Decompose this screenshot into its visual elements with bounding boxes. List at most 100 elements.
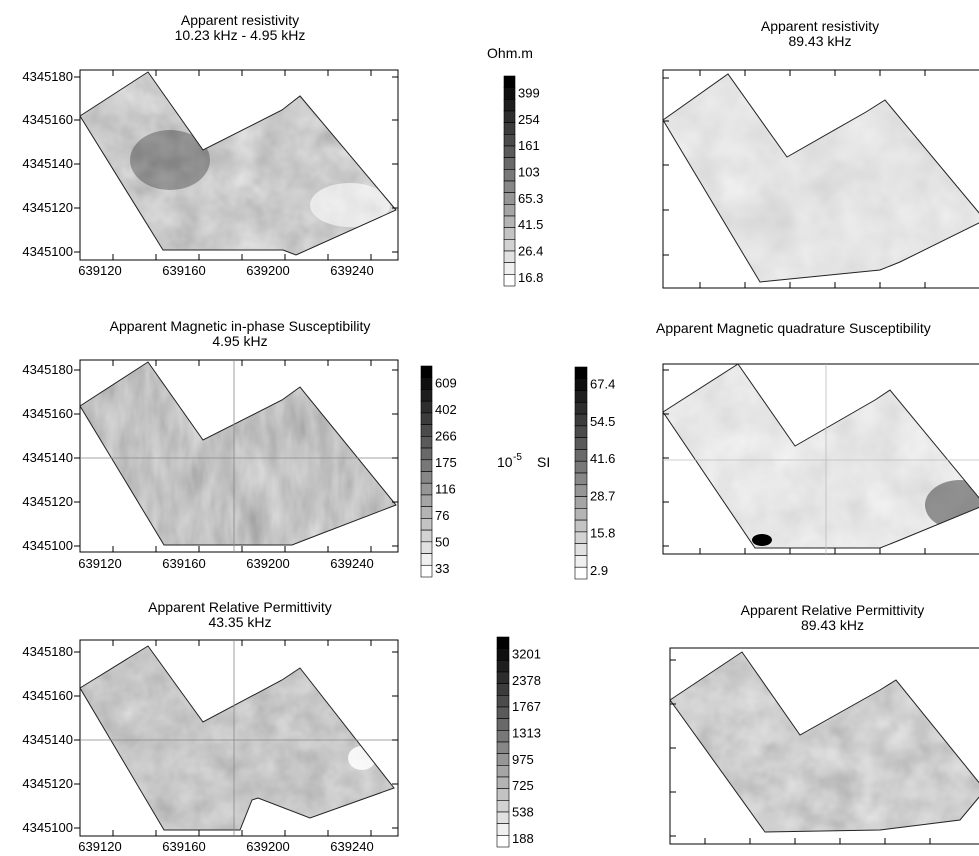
colorbar-swatch bbox=[496, 648, 510, 661]
panel-5-x-tick-label: 639200 bbox=[246, 839, 289, 854]
colorbar-swatch bbox=[420, 459, 433, 472]
colorbar-swatch bbox=[496, 695, 510, 708]
panel-title-6-line2: 89.43 kHz bbox=[800, 617, 865, 633]
colorbar-swatch bbox=[574, 496, 588, 509]
colorbar-level-label: 54.5 bbox=[590, 414, 615, 429]
colorbar-level-label: 402 bbox=[435, 402, 457, 417]
colorbar-swatch bbox=[503, 180, 516, 193]
colorbar-swatch bbox=[503, 145, 516, 158]
panel-title-5-line1: Apparent Relative Permittivity bbox=[148, 599, 332, 615]
colorbar-swatch bbox=[503, 192, 516, 205]
unit-base: 10 bbox=[497, 454, 513, 470]
panel-1: 639120 639160 639200 639240 4345180 4345… bbox=[22, 69, 399, 278]
colorbar-swatch bbox=[496, 823, 510, 836]
colorbar-swatch bbox=[420, 389, 433, 402]
panel-5-frame bbox=[79, 639, 399, 837]
colorbar-inphase: 609 402 266 175 116 76 50 33 bbox=[420, 365, 457, 578]
panel-5-x-tick-label: 639240 bbox=[330, 839, 373, 854]
unit-suffix: SI bbox=[537, 454, 550, 470]
panel-3: 639120 639160 639200 639240 4345180 4345… bbox=[22, 359, 399, 571]
colorbar-swatch bbox=[496, 706, 510, 719]
colorbar-level-label: 116 bbox=[435, 481, 456, 496]
panel-3-x-tick-label: 639120 bbox=[78, 556, 121, 571]
colorbar-swatch bbox=[574, 425, 588, 438]
panel-5-ticks bbox=[74, 640, 398, 836]
panel-3-y-tick-label: 4345100 bbox=[22, 538, 73, 553]
panel-2-ticks bbox=[663, 70, 926, 288]
panel-3-y-tick-label: 4345140 bbox=[22, 450, 73, 465]
colorbar-level-label: 975 bbox=[512, 752, 534, 767]
colorbar-level-label: 188 bbox=[512, 831, 534, 846]
colorbar-swatch bbox=[496, 811, 510, 824]
colorbar-swatch bbox=[574, 437, 588, 450]
colorbar-level-label: 254 bbox=[518, 112, 540, 127]
panel-3-x-tick-label: 639160 bbox=[162, 556, 205, 571]
colorbar-swatch bbox=[503, 215, 516, 228]
colorbar-level-label: 15.8 bbox=[590, 526, 615, 541]
panel-5-survey-outline bbox=[79, 645, 395, 831]
colorbar-level-label: 26.4 bbox=[518, 244, 543, 259]
panel-title-3-line2: 4.95 kHz bbox=[212, 333, 268, 349]
panel-5: 639120 639160 639200 639240 4345180 4345… bbox=[22, 639, 399, 854]
panel-1-y-tick-label: 4345100 bbox=[22, 244, 73, 259]
panel-5-x-tick-label: 639120 bbox=[78, 839, 121, 854]
colorbar-permittivity: 3201 2378 1767 1313 975 725 538 188 bbox=[496, 636, 541, 848]
colorbar-swatch bbox=[574, 555, 588, 568]
panel-1-high-anomaly bbox=[130, 130, 210, 190]
panel-3-x-tick-label: 639240 bbox=[330, 556, 373, 571]
panel-1-x-tick-label: 639200 bbox=[246, 263, 289, 278]
colorbar-swatch bbox=[496, 835, 510, 848]
panel-4-survey-outline bbox=[662, 363, 979, 549]
panel-3-crosshair bbox=[80, 360, 398, 552]
panel-title-2: Apparent resistivity 89.43 kHz bbox=[670, 19, 970, 49]
colorbar-level-label: 50 bbox=[435, 534, 449, 549]
panel-title-5: Apparent Relative Permittivity 43.35 kHz bbox=[80, 600, 400, 630]
colorbar-swatch bbox=[420, 482, 433, 496]
colorbar-swatch bbox=[503, 274, 516, 287]
panel-2-map-texture bbox=[663, 74, 979, 282]
colorbar-swatch bbox=[496, 776, 510, 789]
colorbar-swatch bbox=[503, 75, 516, 88]
colorbar-level-label: 16.8 bbox=[518, 270, 543, 285]
colorbar-swatch bbox=[420, 541, 433, 554]
colorbar-swatch bbox=[574, 366, 588, 380]
colorbar-swatch bbox=[420, 529, 433, 543]
colorbar-swatch bbox=[420, 494, 433, 507]
colorbar-level-label: 175 bbox=[435, 455, 457, 470]
panel-1-x-tick-label: 639160 bbox=[162, 263, 205, 278]
colorbar-swatch bbox=[574, 378, 588, 391]
colorbar-swatch bbox=[574, 413, 588, 427]
panel-5-crosshair bbox=[80, 640, 398, 836]
colorbar-swatch bbox=[496, 753, 510, 766]
panel-title-6: Apparent Relative Permittivity 89.43 kHz bbox=[690, 603, 975, 633]
panel-2-survey-outline bbox=[662, 73, 979, 283]
colorbar-swatch bbox=[496, 636, 510, 649]
colorbar-swatch bbox=[503, 87, 516, 100]
colorbar-level-label: 266 bbox=[435, 429, 457, 444]
panel-title-5-line2: 43.35 kHz bbox=[208, 614, 272, 630]
colorbar-swatch bbox=[420, 424, 433, 437]
colorbar-swatch bbox=[496, 730, 510, 743]
panel-1-ticks bbox=[74, 70, 398, 260]
colorbar-swatch bbox=[574, 508, 588, 521]
panel-title-3-line1: Apparent Magnetic in-phase Susceptibilit… bbox=[109, 318, 371, 334]
colorbar-level-label: 1767 bbox=[512, 699, 541, 714]
panel-title-2-line2: 89.43 kHz bbox=[788, 33, 852, 49]
colorbar-swatch bbox=[503, 99, 516, 112]
panel-3-map-texture bbox=[80, 362, 396, 545]
panel-5-y-tick-label: 4345100 bbox=[22, 820, 73, 835]
panel-title-6-line1: Apparent Relative Permittivity bbox=[740, 602, 925, 618]
colorbar-swatch bbox=[503, 250, 516, 263]
panel-title-2-line1: Apparent resistivity bbox=[760, 18, 880, 34]
panel-6-map-texture bbox=[670, 652, 979, 832]
colorbar-swatch bbox=[503, 110, 516, 123]
colorbar-swatch bbox=[420, 377, 433, 390]
colorbar-swatch bbox=[496, 800, 510, 813]
colorbar-swatch bbox=[503, 169, 516, 182]
panel-1-y-tick-label: 4345140 bbox=[22, 156, 73, 171]
colorbar-swatch bbox=[496, 741, 510, 754]
panel-title-4: Apparent Magnetic quadrature Susceptibil… bbox=[656, 321, 978, 336]
panel-2-frame bbox=[662, 69, 979, 289]
panel-1-y-tick-label: 4345120 bbox=[22, 200, 73, 215]
panel-6 bbox=[669, 647, 979, 845]
